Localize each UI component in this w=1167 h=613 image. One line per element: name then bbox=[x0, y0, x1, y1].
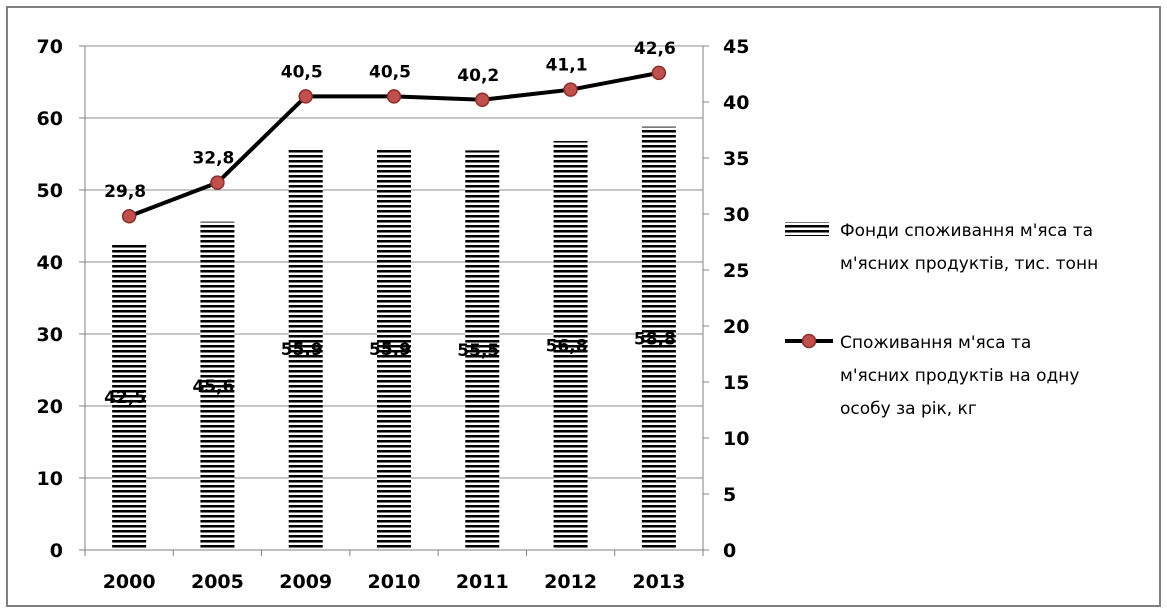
left-tick-label: 40 bbox=[37, 252, 63, 274]
line-data-label: 40,5 bbox=[281, 62, 323, 82]
bar bbox=[377, 147, 411, 550]
bar bbox=[200, 221, 235, 550]
left-tick-label: 50 bbox=[37, 180, 63, 202]
bar bbox=[465, 150, 500, 550]
left-tick-label: 20 bbox=[37, 396, 63, 418]
bar-data-label: 56,8 bbox=[546, 337, 588, 357]
category-label: 2000 bbox=[103, 571, 156, 593]
category-label: 2009 bbox=[279, 571, 332, 593]
line-point bbox=[563, 82, 578, 97]
bar-data-label: 55,9 bbox=[369, 340, 411, 360]
left-tick-label: 10 bbox=[37, 468, 63, 490]
right-tick-label: 35 bbox=[723, 148, 749, 170]
bar bbox=[112, 244, 147, 550]
bar-data-label: 42,5 bbox=[104, 388, 146, 408]
right-tick-label: 25 bbox=[723, 260, 749, 282]
bar-data-label: 45,6 bbox=[192, 377, 234, 397]
right-tick-label: 5 bbox=[723, 484, 736, 506]
right-tick-label: 45 bbox=[723, 36, 749, 58]
right-tick-label: 10 bbox=[723, 428, 749, 450]
legend-line-label: особу за рік, кг bbox=[840, 399, 977, 419]
legend: Фонди споживання м'яса та м'ясних продукт… bbox=[785, 221, 1098, 419]
right-tick-label: 40 bbox=[723, 92, 749, 114]
line-point bbox=[121, 208, 137, 224]
left-tick-label: 60 bbox=[37, 108, 63, 130]
legend-bar-swatch bbox=[785, 222, 829, 236]
legend-line-label: м'ясних продуктів на одну bbox=[840, 366, 1079, 386]
bar-data-label: 55,5 bbox=[457, 341, 499, 361]
left-tick-label: 70 bbox=[37, 36, 63, 58]
line-data-label: 41,1 bbox=[546, 56, 588, 76]
line-point bbox=[298, 89, 313, 104]
right-tick-label: 0 bbox=[723, 540, 736, 562]
bar bbox=[553, 141, 588, 551]
line-data-label: 40,2 bbox=[457, 66, 499, 86]
axes: 0 10 20 30 40 50 60 70 0 5 10 15 20 25 30 35 40 45 2000 200… bbox=[37, 36, 750, 593]
bar-data-label: 55,9 bbox=[281, 340, 323, 360]
right-tick-label: 20 bbox=[723, 316, 749, 338]
line-point bbox=[651, 65, 667, 81]
bar bbox=[641, 126, 676, 550]
right-tick-label: 30 bbox=[723, 204, 749, 226]
line-series bbox=[121, 65, 667, 224]
line-data-label: 42,6 bbox=[634, 39, 676, 59]
line-data-label: 40,5 bbox=[369, 62, 411, 82]
left-tick-label: 0 bbox=[50, 540, 63, 562]
line-point bbox=[210, 175, 225, 190]
category-label: 2013 bbox=[632, 571, 685, 593]
legend-bar-label: Фонди споживання м'яса та bbox=[840, 221, 1093, 241]
data-labels: 42,5 45,6 55,9 55,9 55,5 56,8 58,8 29,8 32,8 40,5… bbox=[104, 39, 676, 408]
category-label: 2012 bbox=[544, 571, 597, 593]
bar bbox=[288, 147, 323, 550]
category-label: 2010 bbox=[368, 571, 421, 593]
bar-series bbox=[112, 126, 676, 551]
bar-data-label: 58,8 bbox=[634, 329, 676, 349]
line-point bbox=[475, 92, 490, 108]
category-label: 2011 bbox=[456, 571, 509, 593]
legend-bar-label: м'ясних продуктів, тис. тонн bbox=[840, 254, 1098, 274]
category-label: 2005 bbox=[191, 571, 244, 593]
legend-line-label: Споживання м'яса та bbox=[840, 333, 1031, 353]
left-tick-label: 30 bbox=[37, 324, 63, 346]
right-tick-label: 15 bbox=[723, 372, 749, 394]
legend-line-marker bbox=[801, 333, 817, 349]
line-point bbox=[386, 89, 402, 104]
line-data-label: 32,8 bbox=[192, 149, 234, 169]
line-data-label: 29,8 bbox=[104, 182, 146, 202]
